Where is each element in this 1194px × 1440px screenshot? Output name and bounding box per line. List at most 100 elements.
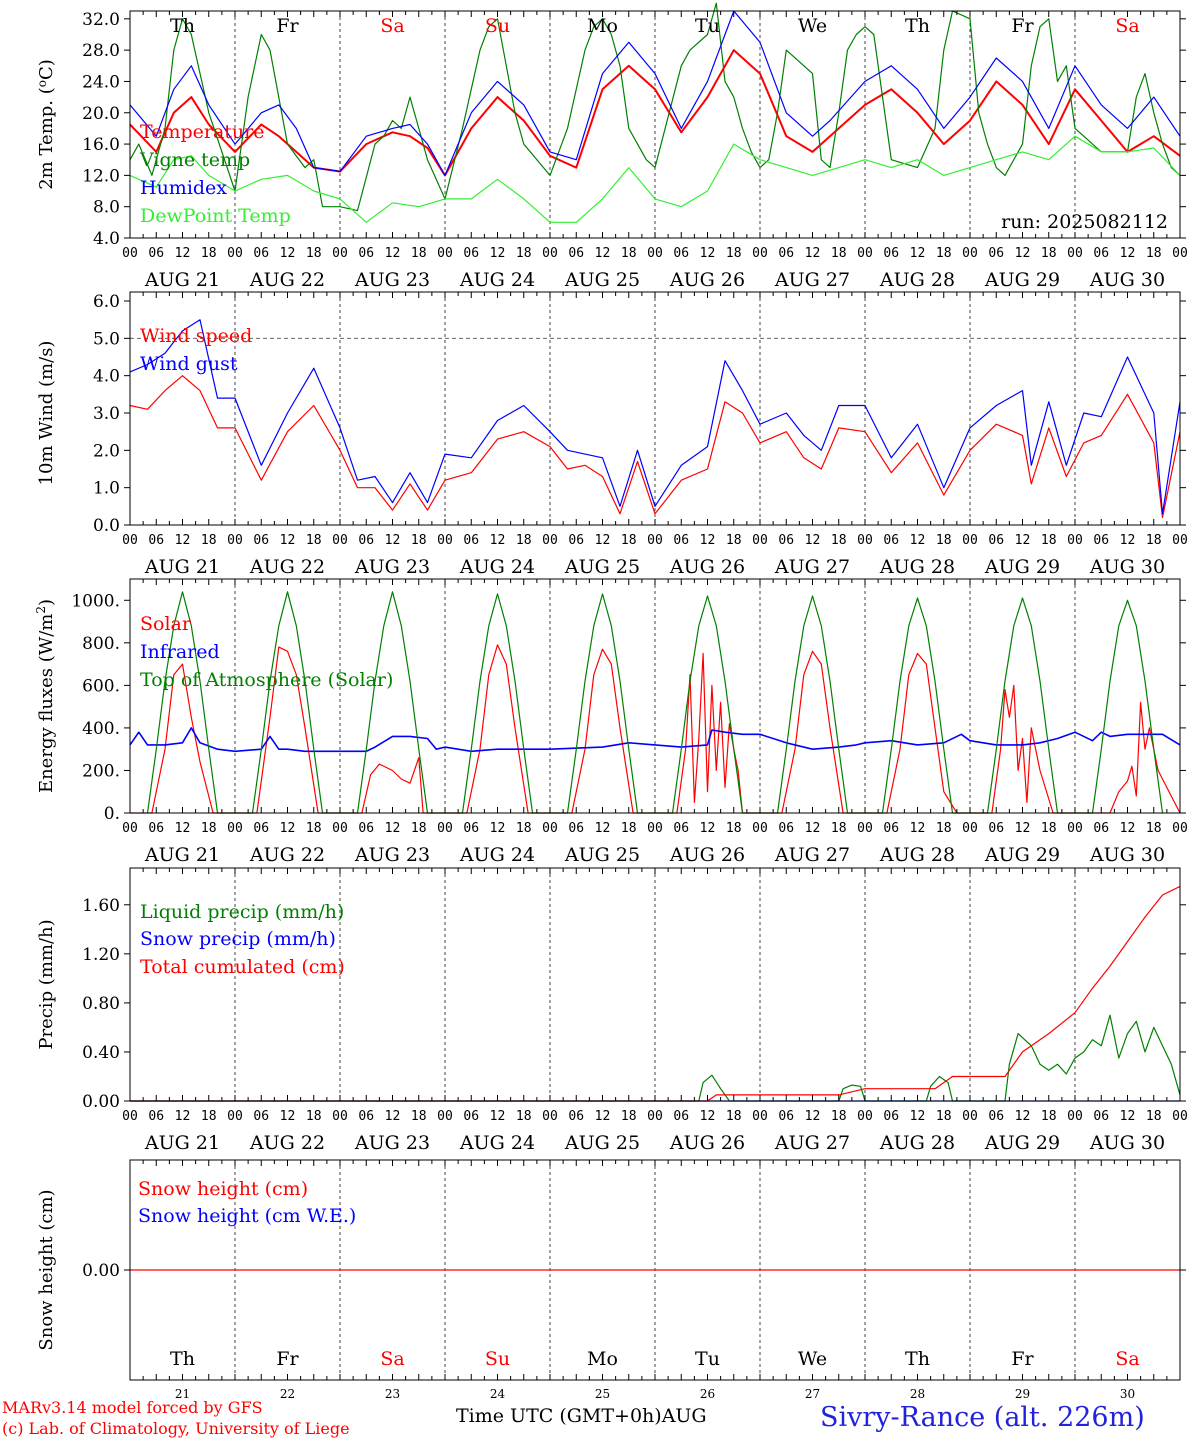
date-label: AUG 21 xyxy=(144,269,220,291)
hour-tick-label: 06 xyxy=(358,821,374,836)
y-tick-label: 5.0 xyxy=(93,329,120,349)
legend-entry: Total cumulated (cm) xyxy=(140,956,345,978)
date-label: AUG 25 xyxy=(564,269,640,291)
day-of-week-label: We xyxy=(798,1348,827,1370)
hour-tick-label: 06 xyxy=(778,821,794,836)
hour-tick-label: 18 xyxy=(936,821,952,836)
hour-tick-label: 00 xyxy=(437,533,453,548)
y-tick-label: 1000. xyxy=(71,591,120,611)
hour-tick-label: 18 xyxy=(306,1109,322,1124)
y-tick-label: 1.60 xyxy=(82,896,120,916)
hour-tick-label: 18 xyxy=(411,1109,427,1124)
hour-tick-label: 12 xyxy=(700,246,716,261)
day-of-week-label: Fr xyxy=(276,15,299,37)
hour-tick-label: 00 xyxy=(332,821,348,836)
hour-tick-label: 12 xyxy=(595,246,611,261)
hour-tick-label: 18 xyxy=(831,533,847,548)
hour-tick-label: 00 xyxy=(647,533,663,548)
hour-tick-label: 12 xyxy=(595,1109,611,1124)
date-label: AUG 29 xyxy=(984,1132,1060,1154)
y-tick-label: 12.0 xyxy=(82,166,120,186)
hour-tick-label: 12 xyxy=(700,533,716,548)
day-of-week-label: Th xyxy=(905,15,930,37)
hour-tick-label: 06 xyxy=(358,533,374,548)
hour-tick-label: 18 xyxy=(306,246,322,261)
y-tick-label: 0. xyxy=(104,804,120,824)
day-number-label: 23 xyxy=(385,1387,400,1401)
hour-tick-label: 06 xyxy=(673,533,689,548)
hour-tick-label: 06 xyxy=(1093,821,1109,836)
hour-tick-label: 06 xyxy=(148,821,164,836)
day-of-week-label: Sa xyxy=(1115,15,1139,37)
hour-tick-label: 00 xyxy=(1067,533,1083,548)
date-label: AUG 28 xyxy=(879,556,955,578)
hour-tick-label: 12 xyxy=(910,246,926,261)
hour-tick-label: 06 xyxy=(1093,533,1109,548)
date-label: AUG 23 xyxy=(354,269,430,291)
hour-tick-label: 12 xyxy=(385,246,401,261)
hour-tick-label: 18 xyxy=(726,246,742,261)
hour-tick-label: 06 xyxy=(463,1109,479,1124)
hour-tick-label: 12 xyxy=(700,821,716,836)
hour-tick-label: 06 xyxy=(988,533,1004,548)
hour-tick-label: 00 xyxy=(542,1109,558,1124)
x-axis-month-label: AUG xyxy=(661,1405,707,1427)
day-of-week-label: Fr xyxy=(276,1348,299,1370)
hour-tick-label: 18 xyxy=(411,821,427,836)
hour-tick-label: 00 xyxy=(122,1109,138,1124)
hour-tick-label: 18 xyxy=(621,1109,637,1124)
y-tick-label: 0.00 xyxy=(82,1092,120,1112)
hour-tick-label: 00 xyxy=(857,821,873,836)
hour-tick-label: 18 xyxy=(1041,821,1057,836)
date-label: AUG 30 xyxy=(1089,269,1165,291)
date-label: AUG 30 xyxy=(1089,1132,1165,1154)
date-label: AUG 29 xyxy=(984,556,1060,578)
hour-tick-label: 06 xyxy=(778,533,794,548)
y-tick-label: 0.00 xyxy=(82,1261,120,1281)
date-label: AUG 23 xyxy=(354,844,430,866)
hour-tick-label: 06 xyxy=(988,246,1004,261)
date-label: AUG 27 xyxy=(774,844,850,866)
hour-tick-label: 06 xyxy=(778,1109,794,1124)
series-line-humidex xyxy=(129,10,1181,176)
hour-tick-label: 18 xyxy=(201,533,217,548)
hour-tick-label: 00 xyxy=(332,246,348,261)
hour-tick-label: 18 xyxy=(831,246,847,261)
hour-tick-label: 12 xyxy=(1015,1109,1031,1124)
hour-tick-label: 12 xyxy=(490,533,506,548)
hour-tick-label: 06 xyxy=(148,246,164,261)
hour-tick-label: 00 xyxy=(1067,1109,1083,1124)
day-of-week-label: Tu xyxy=(695,1348,720,1370)
hour-tick-label: 00 xyxy=(962,821,978,836)
hour-tick-label: 12 xyxy=(1015,246,1031,261)
y-axis-label: Energy fluxes (W/m2) xyxy=(34,599,57,793)
hour-tick-label: 12 xyxy=(280,1109,296,1124)
hour-tick-label: 00 xyxy=(437,246,453,261)
hour-tick-label: 06 xyxy=(568,1109,584,1124)
hour-tick-label: 00 xyxy=(1172,246,1188,261)
credit-line-2: (c) Lab. of Climatology, University of L… xyxy=(2,1419,350,1438)
hour-tick-label: 12 xyxy=(595,533,611,548)
date-label: AUG 21 xyxy=(144,556,220,578)
hour-tick-label: 18 xyxy=(621,821,637,836)
hour-tick-label: 18 xyxy=(621,533,637,548)
hour-tick-label: 06 xyxy=(358,246,374,261)
hour-tick-label: 06 xyxy=(253,246,269,261)
hour-tick-label: 06 xyxy=(568,246,584,261)
hour-tick-label: 00 xyxy=(857,533,873,548)
y-tick-label: 2.0 xyxy=(93,441,120,461)
y-tick-label: 32.0 xyxy=(82,10,120,30)
day-of-week-label: Mo xyxy=(587,15,618,37)
hour-tick-label: 06 xyxy=(673,1109,689,1124)
hour-tick-label: 12 xyxy=(1120,533,1136,548)
date-label: AUG 27 xyxy=(774,1132,850,1154)
hour-tick-label: 00 xyxy=(647,821,663,836)
hour-tick-label: 00 xyxy=(122,533,138,548)
date-label: AUG 25 xyxy=(564,1132,640,1154)
date-label: AUG 26 xyxy=(669,269,745,291)
day-number-label: 22 xyxy=(280,1387,295,1401)
hour-tick-label: 12 xyxy=(910,821,926,836)
date-label: AUG 24 xyxy=(459,269,535,291)
hour-tick-label: 18 xyxy=(726,821,742,836)
hour-tick-label: 18 xyxy=(621,246,637,261)
